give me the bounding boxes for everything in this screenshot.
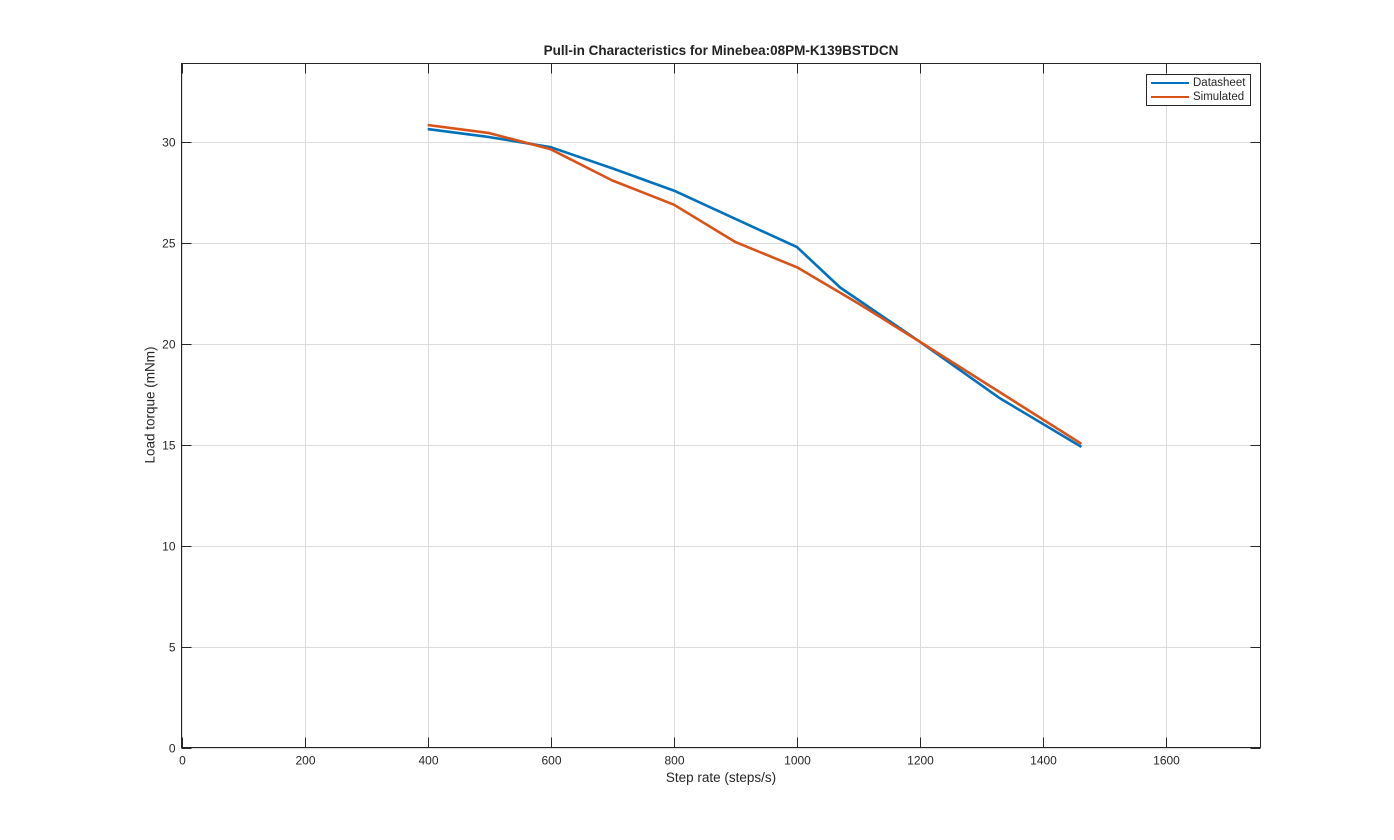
simulated-line-swatch xyxy=(1151,95,1189,99)
x-tick-label: 1600 xyxy=(1153,754,1180,768)
x-tick-label: 200 xyxy=(295,754,315,768)
legend-label-simulated: Simulated xyxy=(1193,91,1245,103)
legend-item-datasheet[interactable]: Datasheet xyxy=(1151,76,1245,90)
data-series xyxy=(427,123,1083,449)
series-line-datasheet xyxy=(427,127,1083,449)
x-tick-label: 1000 xyxy=(784,754,811,768)
legend-label-datasheet: Datasheet xyxy=(1193,77,1246,89)
x-axis-label: Step rate (steps/s) xyxy=(665,770,777,785)
y-tick-label: 10 xyxy=(162,540,176,554)
axes-box xyxy=(181,63,1261,748)
x-tick-label: 400 xyxy=(418,754,438,768)
y-tick-label: 15 xyxy=(162,439,176,453)
y-tick-label: 0 xyxy=(169,742,176,756)
series-line-simulated xyxy=(427,123,1083,445)
x-tick-label: 0 xyxy=(179,754,186,768)
chart-title: Pull-in Characteristics for Minebea:08PM… xyxy=(543,43,899,58)
x-tick-label: 600 xyxy=(541,754,561,768)
x-tick-label: 800 xyxy=(664,754,684,768)
y-tick-label: 30 xyxy=(162,136,176,150)
y-tick-label: 20 xyxy=(162,338,176,352)
legend[interactable]: Datasheet Simulated xyxy=(1146,74,1251,106)
y-tick-label: 5 xyxy=(169,641,176,655)
legend-item-simulated[interactable]: Simulated xyxy=(1151,90,1244,104)
x-tick-label: 1400 xyxy=(1030,754,1057,768)
datasheet-line-swatch xyxy=(1151,81,1189,85)
grid-lines xyxy=(181,63,1261,749)
axis-ticks: 0 200 400 600 800 1000 1200 1400 1600 0 5 10 15 20 25 3… xyxy=(162,63,1261,768)
y-tick-label: 25 xyxy=(162,237,176,251)
x-tick-label: 1200 xyxy=(907,754,934,768)
